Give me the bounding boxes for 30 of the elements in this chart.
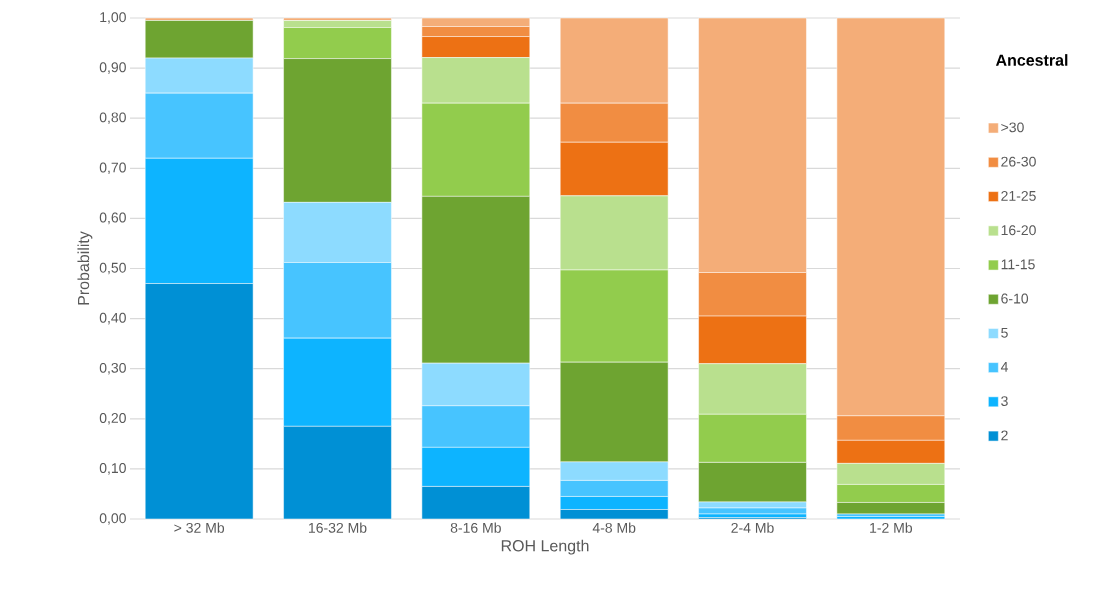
y-tick-label: 0,00 xyxy=(99,513,126,525)
y-tick-label: 0,50 xyxy=(99,262,126,275)
legend-label: 4 xyxy=(1000,362,1008,372)
legend-label: >30 xyxy=(1001,122,1024,133)
y-tick-label: 0,30 xyxy=(99,362,126,375)
legend-label: 26-30 xyxy=(1001,156,1036,167)
x-tick-label: 1-2 Mb xyxy=(870,522,913,533)
x-axis-title: ROH Length xyxy=(501,539,589,555)
y-tick-label: 0,90 xyxy=(99,62,126,74)
legend-label: 11-15 xyxy=(1001,259,1035,270)
legend-label: 5 xyxy=(1001,327,1008,338)
legend-label: 2 xyxy=(1001,430,1008,441)
legend-label: 3 xyxy=(1001,396,1008,407)
y-tick-label: 0,40 xyxy=(99,312,126,325)
legend-label: 16-20 xyxy=(1001,225,1036,236)
legend-title: Ancestral xyxy=(995,54,1068,66)
x-tick-label: 2-4 Mb xyxy=(731,522,774,533)
y-tick-label: 0,70 xyxy=(99,162,126,175)
y-tick-label: 0,80 xyxy=(99,112,126,124)
x-tick-label: 4-8 Mb xyxy=(592,522,636,533)
y-axis-title: Probability xyxy=(77,231,93,305)
y-tick-label: 1,00 xyxy=(100,12,126,24)
legend-label: 21-25 xyxy=(1001,190,1036,201)
x-tick-label: 8-16 Mb xyxy=(450,522,501,533)
legend-label: 6-10 xyxy=(1001,293,1029,304)
x-tick-label: 16-32 Mb xyxy=(309,522,367,533)
y-tick-label: 0,10 xyxy=(99,463,126,475)
y-tick-label: 0,20 xyxy=(99,413,126,425)
x-tick-label: > 32 Mb xyxy=(174,522,225,533)
y-tick-label: 0,60 xyxy=(99,212,126,225)
